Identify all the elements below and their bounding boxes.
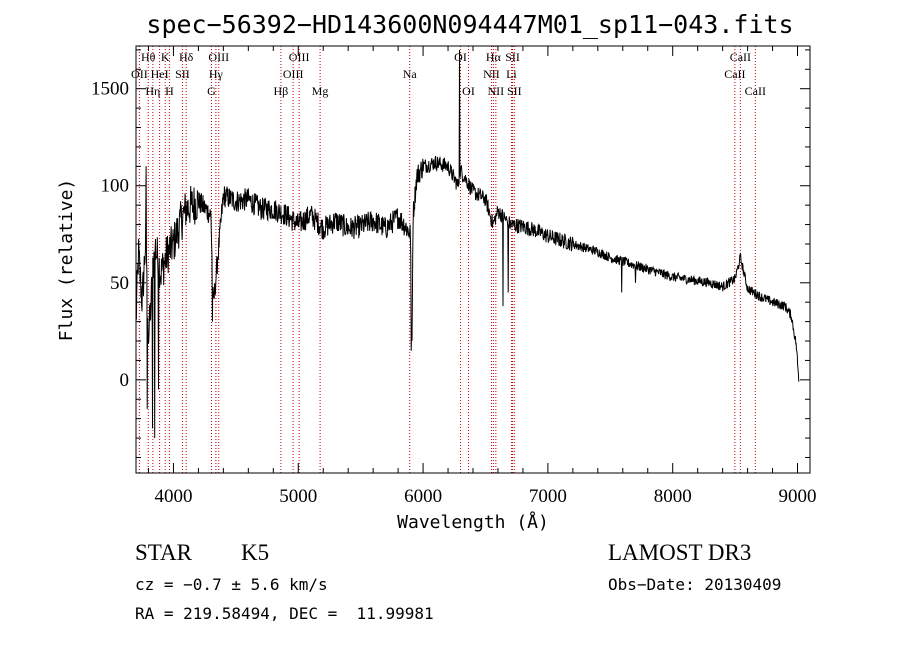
line-label: CaII [730,50,751,64]
object-subclass: K5 [241,540,270,565]
line-labels: Hθ OII Hη HeI K H Hδ SII OIII Hγ G Hβ OIII OIII Mg Na OI… [131,50,766,98]
x-tick-label: 4000 [154,486,192,507]
y-tick-label: 1500 [91,79,129,100]
line-label: Li [506,67,517,81]
line-label: Mg [312,84,329,98]
line-label: OIII [283,67,304,81]
plot-frame [135,45,811,474]
chart-title: spec−56392−HD143600N094447M01_sp11−043.f… [146,10,793,39]
survey-name: LAMOST DR3 [608,540,752,565]
y-tick-label: 50 [110,273,129,294]
line-label: K [161,50,170,64]
line-label: Na [403,67,418,81]
line-label: HeI [151,67,169,81]
x-tick-label: 8000 [654,486,692,507]
line-label: SII [175,67,190,81]
line-label: NII [483,67,500,81]
line-label: SII [505,50,520,64]
line-label: OIII [289,50,310,64]
spectrum-line [135,49,800,439]
x-tick-label: 7000 [529,486,567,507]
line-label: OII [131,67,148,81]
y-tick-label: 100 [101,176,130,197]
line-label: OI [454,50,467,64]
line-label: G [207,84,216,98]
observation-date: Obs−Date: 20130409 [608,575,782,594]
line-label: CaII [745,84,766,98]
x-tick-label: 9000 [779,486,817,507]
y-axis-label: Flux (relative) [56,179,77,342]
coordinates: RA = 219.58494, DEC = 11.99981 [135,604,434,623]
object-class: STAR [135,540,192,565]
line-label: Hβ [274,84,289,98]
line-label: NII [488,84,505,98]
x-tick-label: 5000 [279,486,317,507]
x-axis-label: Wavelength (Å) [397,511,549,533]
redshift-cz: cz = −0.7 ± 5.6 km/s [135,575,328,594]
line-label: Hδ [179,50,194,64]
line-label: H [165,84,174,98]
axis-ticks: 4000 5000 6000 7000 8000 9000 0 50 100 1500 [91,46,817,507]
y-tick-label: 0 [120,370,130,391]
spectrum-series [135,49,800,439]
line-label: SII [507,84,522,98]
line-label: Hα [486,50,502,64]
spectral-line-markers [138,46,756,473]
line-label: Hη [145,84,160,98]
line-label: CaII [724,67,745,81]
line-label: Hγ [209,67,224,81]
line-label: OI [462,84,475,98]
line-label: OIII [208,50,229,64]
line-label: Hθ [141,50,156,64]
x-tick-label: 6000 [404,486,442,507]
